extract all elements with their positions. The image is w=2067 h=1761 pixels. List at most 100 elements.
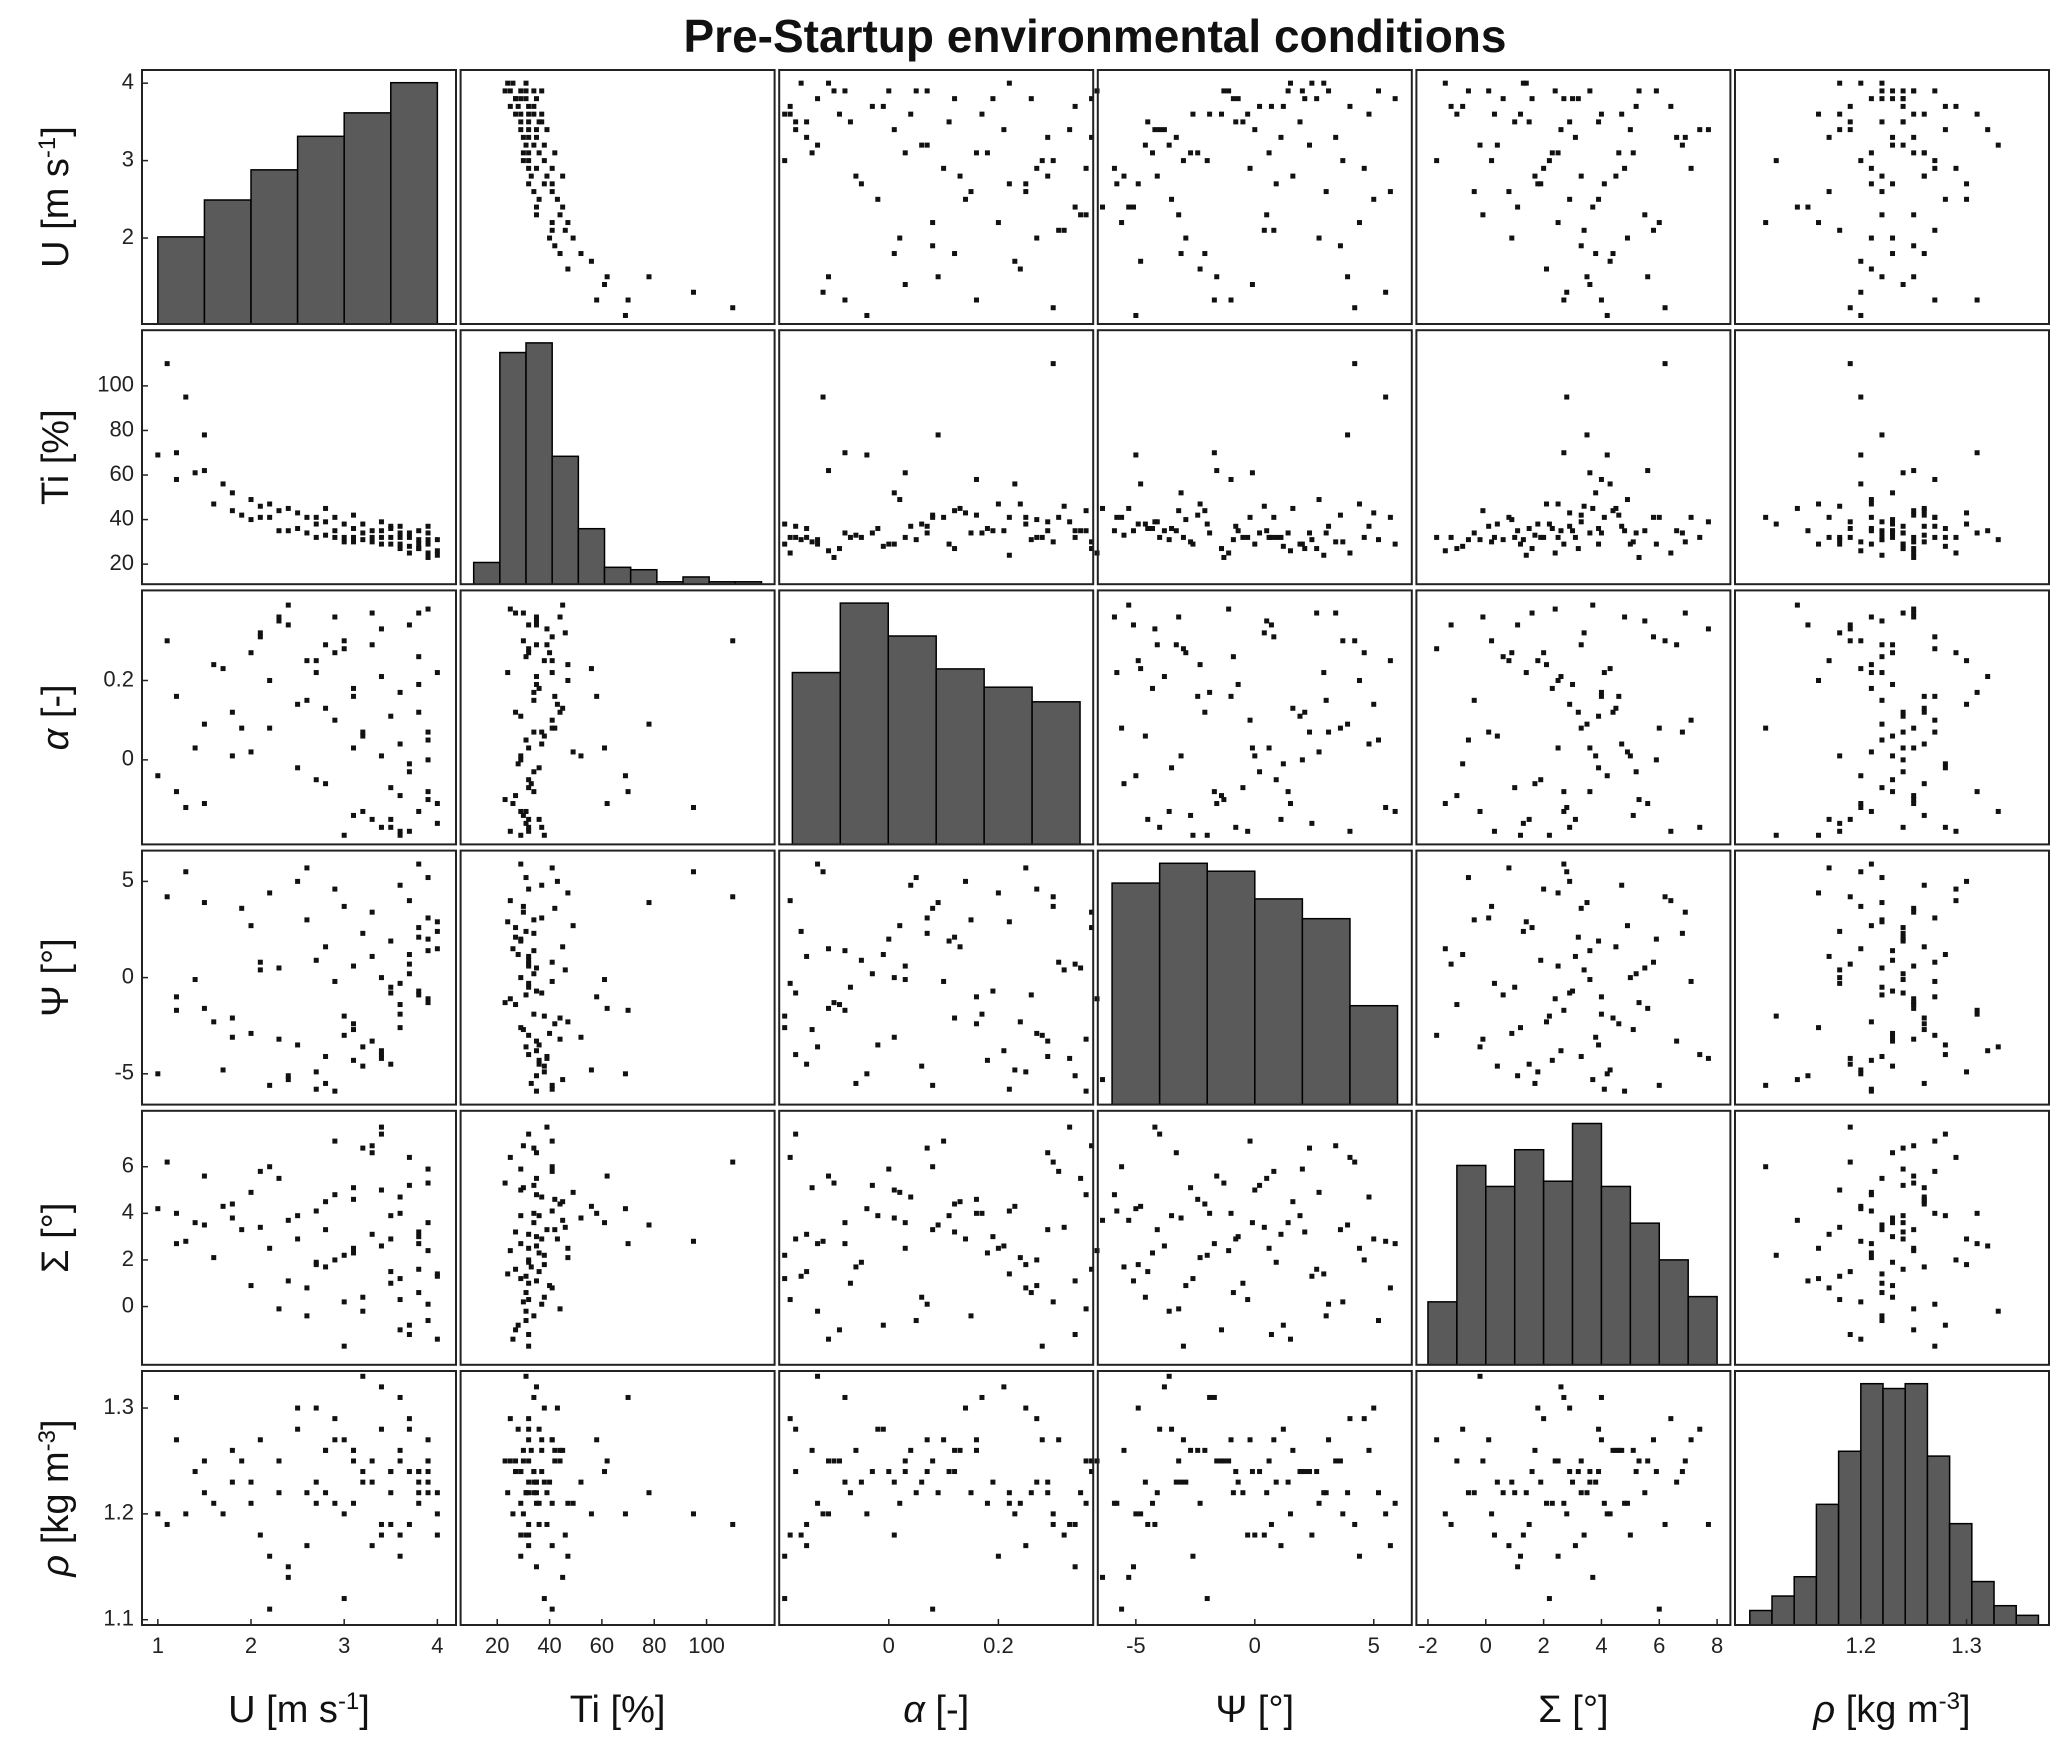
scatter-point	[1932, 634, 1938, 640]
scatter-point	[875, 1426, 881, 1432]
scatter-point	[1480, 1036, 1486, 1042]
scatter-point	[406, 971, 412, 977]
scatter-point	[782, 1252, 788, 1258]
scatter-point	[1512, 785, 1518, 791]
scatter-point	[1613, 173, 1619, 179]
x-tick-label: 0	[1249, 1633, 1261, 1658]
scatter-point	[1596, 938, 1602, 944]
scatter-point	[304, 917, 310, 923]
scatter-point	[406, 1182, 412, 1188]
scatter-point	[313, 658, 319, 664]
scatter-point	[248, 650, 254, 656]
scatter-point	[526, 1532, 532, 1538]
histogram-bar	[629, 568, 658, 585]
scatter-point	[1178, 753, 1184, 759]
scatter-point	[1480, 614, 1486, 620]
scatter-point	[523, 88, 529, 94]
scatter-point	[533, 1234, 539, 1240]
scatter-point	[425, 1180, 431, 1186]
scatter-point	[902, 977, 908, 983]
axis-label: Ψ [°]	[35, 938, 77, 1017]
scatter-point	[1247, 717, 1253, 723]
scatter-point	[406, 1521, 412, 1527]
scatter-point	[1285, 1479, 1291, 1485]
scatter-point	[557, 1306, 563, 1312]
panel-frame	[778, 1109, 1095, 1366]
histogram-bar	[296, 135, 345, 325]
scatter-point	[1879, 875, 1885, 881]
scatter-point	[285, 602, 291, 608]
scatter-point	[416, 610, 422, 616]
scatter-point	[536, 1426, 542, 1432]
scatter-point	[1287, 1336, 1293, 1342]
scatter-point	[798, 1273, 804, 1279]
scatter-point	[536, 150, 542, 156]
scatter-point	[533, 614, 539, 620]
scatter-point	[787, 103, 793, 109]
scatter-point	[1257, 103, 1263, 109]
scatter-point	[1688, 978, 1694, 984]
scatter-point	[1942, 543, 1948, 549]
scatter-point	[913, 875, 919, 881]
scatter-point	[1480, 1458, 1486, 1464]
scatter-point	[520, 1458, 526, 1464]
scatter-point	[1161, 127, 1167, 133]
scatter-point	[528, 1447, 534, 1453]
scatter-point	[523, 1290, 529, 1296]
scatter-point	[1089, 1143, 1095, 1149]
scatter-point	[1067, 1055, 1073, 1061]
scatter-point	[1119, 1164, 1125, 1170]
axis-label-part: ]	[35, 1419, 77, 1430]
scatter-point	[1494, 142, 1500, 148]
scatter-point	[995, 501, 1001, 507]
scatter-point	[378, 1426, 384, 1432]
scatter-point	[513, 610, 519, 616]
scatter-point	[1682, 134, 1688, 140]
scatter-point	[1500, 654, 1506, 660]
scatter-point	[257, 514, 263, 520]
scatter-point	[536, 1521, 542, 1527]
scatter-point	[1826, 189, 1832, 195]
scatter-point	[1558, 674, 1564, 680]
scatter-point	[1653, 88, 1659, 94]
scatter-point	[1477, 1044, 1483, 1050]
scatter-point	[1278, 1231, 1284, 1237]
scatter-point	[1610, 709, 1616, 715]
scatter-point	[1555, 220, 1561, 226]
chart-title: Pre-Startup environmental conditions	[684, 10, 1507, 62]
scatter-point	[995, 890, 1001, 896]
scatter-point	[434, 1511, 440, 1517]
axis-label: Σ [°]	[1538, 1689, 1608, 1731]
scatter-point	[1434, 1437, 1440, 1443]
y-tick-label: 1.1	[103, 1606, 134, 1631]
scatter-point	[1067, 519, 1073, 525]
scatter-point	[1169, 1213, 1175, 1219]
scatter-point	[1494, 521, 1500, 527]
scatter-point	[1326, 1437, 1332, 1443]
scatter-point	[378, 1131, 384, 1137]
scatter-point	[1858, 452, 1864, 458]
scatter-point	[406, 1332, 412, 1338]
scatter-point	[1371, 1236, 1377, 1242]
scatter-point	[1512, 119, 1518, 125]
scatter-point	[369, 1543, 375, 1549]
histogram-bar	[390, 81, 439, 325]
scatter-point	[1299, 757, 1305, 763]
scatter-point	[341, 903, 347, 909]
scatter-point	[924, 1437, 930, 1443]
scatter-point	[1454, 793, 1460, 799]
scatter-point	[229, 753, 235, 759]
scatter-point	[1166, 1308, 1172, 1314]
scatter-point	[526, 816, 532, 822]
scatter-point	[1837, 753, 1843, 759]
scatter-point	[1858, 903, 1864, 909]
scatter-point	[1039, 534, 1045, 540]
scatter-point	[891, 1034, 897, 1040]
scatter-point	[1890, 1234, 1896, 1240]
scatter-point	[1211, 1394, 1217, 1400]
scatter-point	[826, 1458, 832, 1464]
scatter-point	[351, 693, 357, 699]
scatter-point	[1590, 1574, 1596, 1580]
scatter-point	[1233, 824, 1239, 830]
scatter-point	[1202, 709, 1208, 715]
